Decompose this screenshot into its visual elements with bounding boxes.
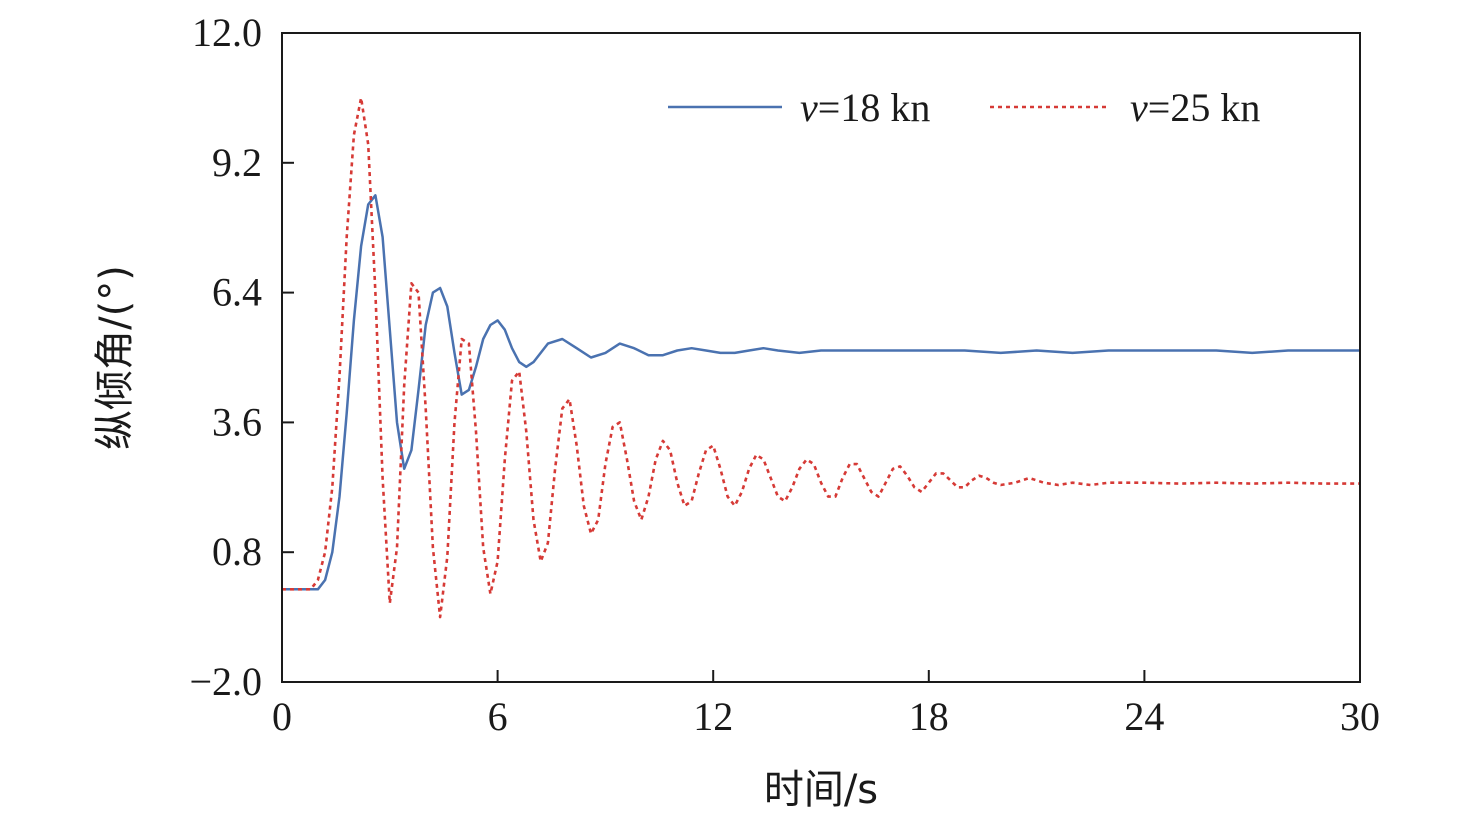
plot-layer [282, 96, 1360, 619]
x-axis-label: 时间/s [764, 767, 878, 813]
y-tick-label: 9.2 [212, 140, 262, 185]
x-tick-label: 18 [909, 694, 949, 739]
x-tick-label: 12 [693, 694, 733, 739]
legend-var: v [800, 85, 818, 130]
y-tick-label: 0.8 [212, 529, 262, 574]
legend-value: =18 kn [818, 85, 931, 130]
y-axis-label: 纵倾角/(°) [92, 265, 138, 450]
x-tick-label: 0 [272, 694, 292, 739]
x-tick-label: 24 [1124, 694, 1164, 739]
x-tick-label: 30 [1340, 694, 1380, 739]
series-line-0 [282, 194, 1360, 591]
legend-var: v [1130, 85, 1148, 130]
plot-frame [281, 32, 1361, 683]
ticks-layer: 0 6 12 18 24 30 −2.0 0.8 3.6 6.4 9.2 12.0 [189, 10, 1380, 739]
legend-label-1: v=25 kn [1130, 85, 1260, 130]
legend-value: =25 kn [1148, 85, 1261, 130]
x-tick-label: 6 [488, 694, 508, 739]
series-line-1 [282, 96, 1360, 619]
legend: v=18 kn v=25 kn [668, 85, 1260, 130]
legend-label-0: v=18 kn [800, 85, 930, 130]
y-tick-label: −2.0 [189, 659, 262, 704]
y-tick-label: 12.0 [192, 10, 262, 55]
y-tick-label: 6.4 [212, 270, 262, 315]
y-tick-label: 3.6 [212, 399, 262, 444]
